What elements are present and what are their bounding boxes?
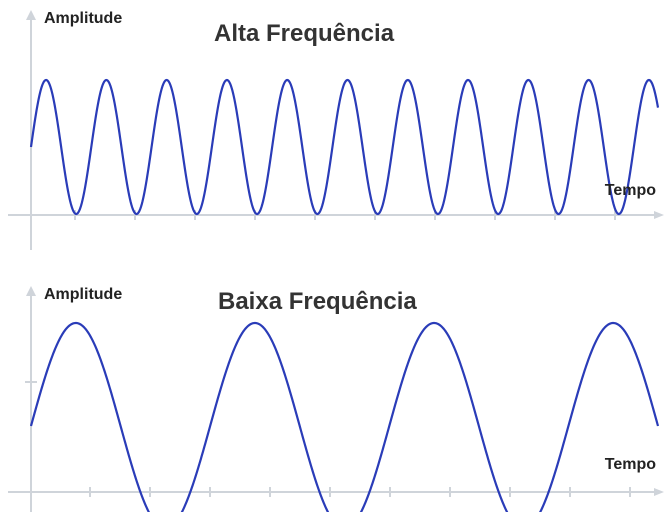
high-frequency-wave [29,78,660,216]
high-frequency-panel: Amplitude Alta Frequência Tempo [8,10,664,250]
x-axis-arrow [654,488,664,496]
x-axis-label: Tempo [604,182,656,199]
y-axis-label: Amplitude [44,10,123,27]
x-axis-arrow [654,211,664,219]
low-frequency-wave [29,321,660,512]
low-frequency-panel: Amplitude Baixa Frequência Tempo [0,256,664,512]
x-axis-ticks [89,487,631,497]
y-axis-arrow [26,10,36,20]
y-axis-arrow [26,286,36,296]
low-frequency-plot [8,286,664,512]
high-frequency-plot [8,10,664,250]
x-axis-label: Tempo [604,456,656,473]
y-axis-label: Amplitude [44,286,123,303]
panel-title: Alta Frequência [214,20,395,47]
panel-title: Baixa Frequência [218,288,417,315]
